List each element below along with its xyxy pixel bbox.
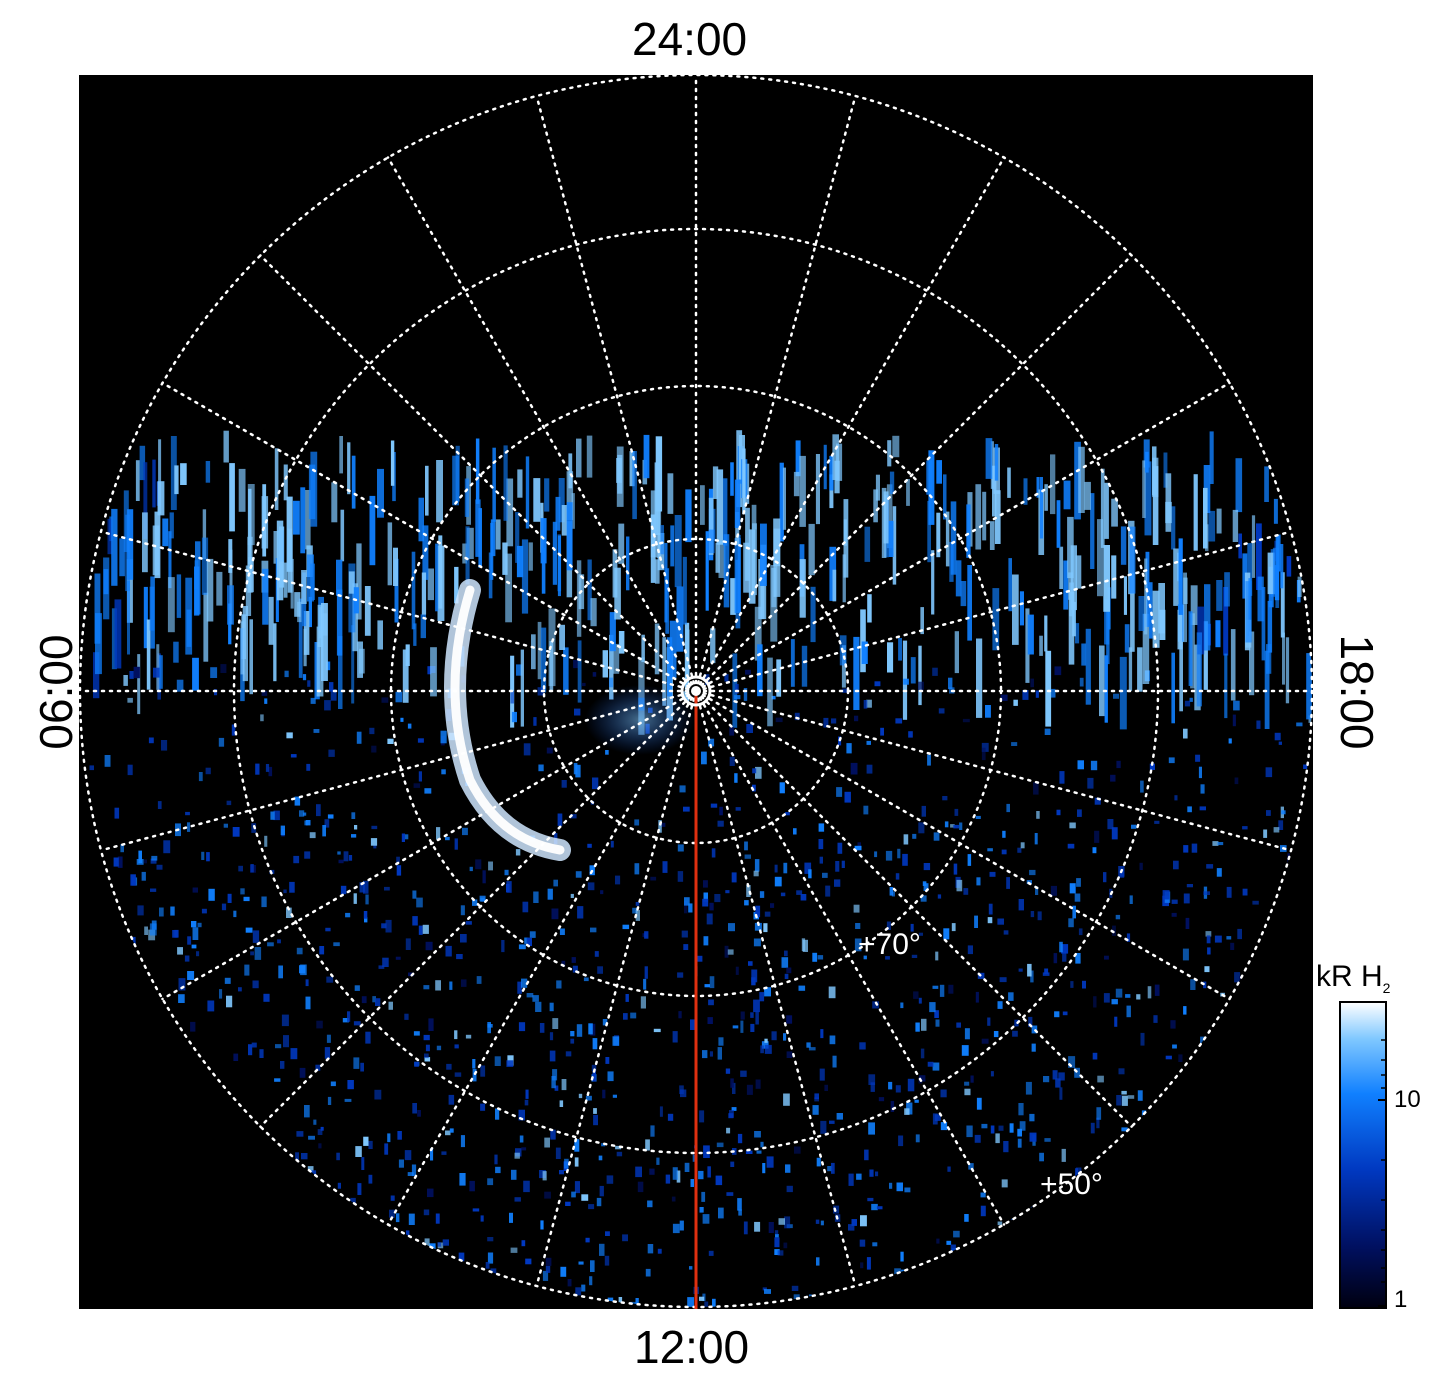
meridian-line	[694, 689, 857, 1288]
local-time-label-midnight: 24:00	[632, 13, 748, 65]
meridian-line	[694, 381, 1231, 693]
latitude-label-70: +70°	[858, 928, 921, 961]
meridian-line	[535, 94, 698, 693]
meridian-line	[99, 530, 698, 693]
local-time-label-noon: 12:00	[634, 1321, 750, 1373]
colorbar-gradient	[1339, 1001, 1387, 1309]
pole-marker	[680, 675, 712, 707]
meridian-line	[694, 254, 1133, 693]
meridian-line	[161, 381, 698, 693]
meridian-line	[694, 689, 1231, 1001]
colorbar-tick-label-1: 1	[1394, 1286, 1408, 1313]
colorbar	[1339, 1001, 1387, 1309]
main-auroral-oval	[444, 579, 695, 861]
colorbar-ticks	[1378, 1039, 1386, 1307]
meridian-line	[694, 689, 1293, 852]
meridian-line	[259, 254, 698, 693]
meridian-line	[386, 689, 698, 1226]
local-time-label-dawn: 06:00	[30, 634, 82, 750]
colorbar-title: kR H2	[1316, 960, 1390, 996]
colorbar-tick-label-10: 10	[1394, 1086, 1421, 1113]
meridian-line	[694, 689, 1133, 1128]
meridian-line	[535, 689, 698, 1288]
meridian-line	[386, 156, 698, 693]
colorbar-title-subscript: 2	[1382, 980, 1391, 996]
meridian-line	[694, 689, 1006, 1226]
meridian-line	[259, 689, 698, 1128]
local-time-label-dusk: 18:00	[1331, 634, 1383, 750]
latitude-circle	[232, 227, 1160, 1155]
meridian-line	[694, 530, 1293, 693]
latitude-label-50: +50°	[1040, 1168, 1103, 1201]
meridian-line	[694, 94, 857, 693]
colorbar-title-main: kR H	[1316, 960, 1383, 993]
meridian-line	[694, 156, 1006, 693]
meridian-line	[99, 689, 698, 852]
meridian-line	[161, 689, 698, 1001]
